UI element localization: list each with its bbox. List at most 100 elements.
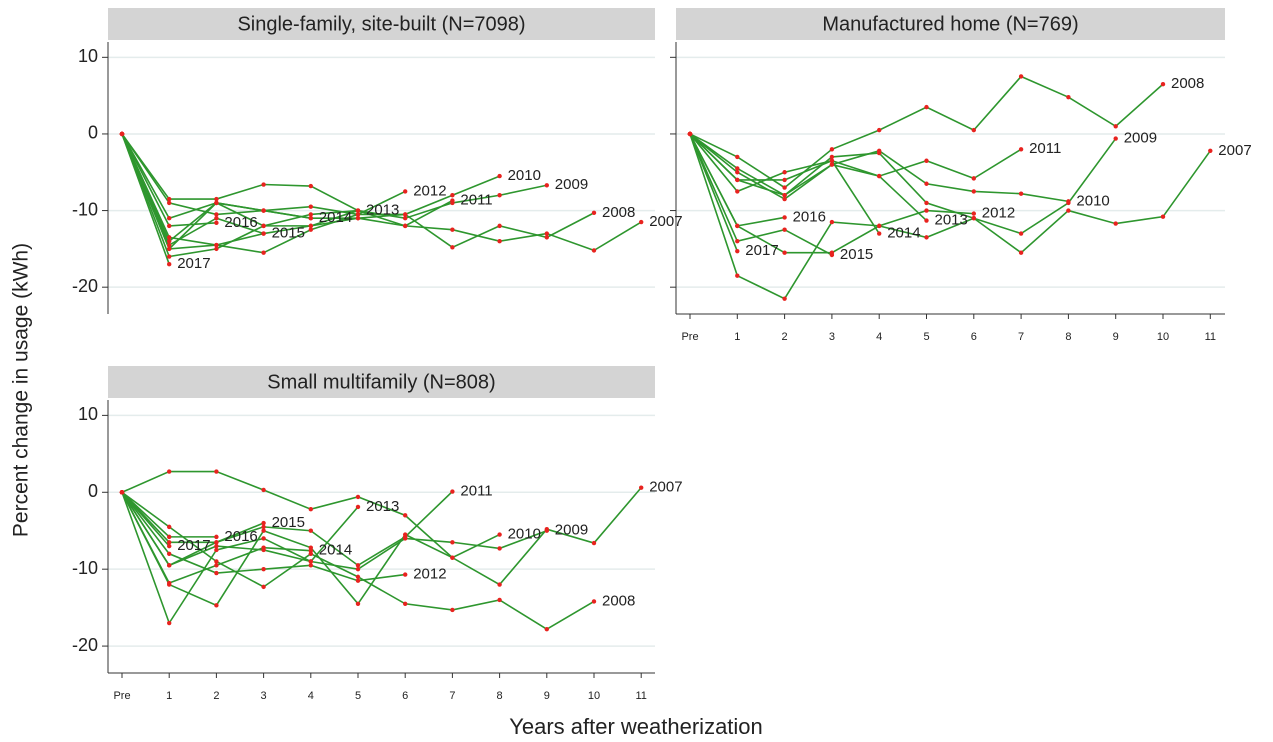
series-line <box>121 491 264 567</box>
data-point <box>214 603 219 608</box>
data-point <box>167 200 172 206</box>
data-point <box>403 572 408 577</box>
x-tick-label: 11 <box>1205 331 1216 343</box>
data-point <box>782 296 787 301</box>
data-point <box>214 246 219 252</box>
data-point <box>261 231 266 236</box>
series-line <box>121 491 170 547</box>
data-point <box>735 223 740 229</box>
panel-title-bar <box>108 8 655 40</box>
data-point <box>261 545 266 550</box>
x-tick-label: 1 <box>734 331 740 343</box>
x-tick-label: 5 <box>355 690 361 702</box>
data-point <box>782 227 787 232</box>
data-point <box>167 551 172 557</box>
data-point <box>308 223 313 229</box>
data-point <box>829 154 835 160</box>
data-point <box>450 555 455 560</box>
data-point <box>544 626 549 632</box>
data-point <box>214 220 219 226</box>
data-point <box>735 154 740 160</box>
series-end-label: 2011 <box>460 192 492 209</box>
data-point <box>591 210 597 216</box>
data-point <box>308 548 313 553</box>
series-end-label: 2013 <box>366 202 399 219</box>
data-point <box>544 231 549 236</box>
data-point <box>355 574 361 580</box>
data-point <box>167 196 172 202</box>
data-point <box>497 582 502 587</box>
data-point <box>308 528 313 533</box>
series-line <box>121 133 264 247</box>
data-point <box>1160 81 1166 87</box>
data-point <box>497 597 502 603</box>
data-point <box>214 469 219 474</box>
panel-title-bar <box>108 366 655 398</box>
data-point <box>403 513 408 518</box>
series-end-label: 2008 <box>602 592 635 609</box>
x-tick-label: 4 <box>876 331 882 343</box>
data-point <box>877 148 882 153</box>
data-point <box>639 485 644 490</box>
data-point <box>544 528 549 533</box>
data-point <box>591 248 597 253</box>
data-point <box>971 189 976 194</box>
data-point <box>1066 94 1071 100</box>
x-tick-label: 11 <box>635 690 646 702</box>
data-point <box>735 189 740 194</box>
data-point <box>261 524 266 530</box>
data-point <box>214 570 219 576</box>
data-point <box>355 566 361 572</box>
data-point <box>261 528 266 533</box>
data-point <box>687 131 693 137</box>
data-point <box>450 607 455 613</box>
data-point <box>971 176 976 181</box>
series-end-label: 2009 <box>555 176 588 193</box>
data-point <box>782 250 787 255</box>
series-end-label: 2015 <box>272 514 305 531</box>
data-point <box>308 204 313 209</box>
series-end-label: 2013 <box>935 211 968 228</box>
data-point <box>1160 214 1166 219</box>
data-point <box>261 223 266 229</box>
data-point <box>971 127 976 133</box>
data-point <box>735 239 740 244</box>
x-tick-label: 10 <box>588 690 600 702</box>
data-point <box>829 158 835 163</box>
data-point <box>497 532 502 537</box>
data-point <box>214 534 219 540</box>
series-line <box>689 133 1117 235</box>
data-point <box>403 189 408 194</box>
series-end-label: 2014 <box>319 209 352 226</box>
data-point <box>1066 199 1071 204</box>
data-point <box>167 534 172 540</box>
data-point <box>924 218 929 223</box>
series-line <box>121 491 595 631</box>
data-point <box>1018 231 1024 236</box>
series-line <box>121 492 359 625</box>
data-point <box>591 540 597 546</box>
data-point <box>119 490 125 495</box>
data-point <box>450 245 455 250</box>
data-point <box>214 212 219 217</box>
data-point <box>167 563 172 568</box>
series-end-label: 2008 <box>602 204 635 221</box>
data-point <box>308 563 313 568</box>
data-point <box>355 601 361 606</box>
data-point <box>782 170 787 175</box>
data-point <box>355 212 361 217</box>
series-end-label: 2015 <box>272 225 305 242</box>
data-point <box>639 219 644 225</box>
data-point <box>1018 74 1024 79</box>
series-end-label: 2015 <box>840 246 873 263</box>
data-point <box>1208 148 1213 153</box>
data-point <box>308 559 313 564</box>
data-point <box>924 200 929 206</box>
data-point <box>355 494 361 500</box>
data-point <box>877 127 882 133</box>
data-point <box>214 547 219 553</box>
data-point <box>167 239 172 244</box>
data-point <box>308 212 313 217</box>
series-line <box>121 133 359 258</box>
